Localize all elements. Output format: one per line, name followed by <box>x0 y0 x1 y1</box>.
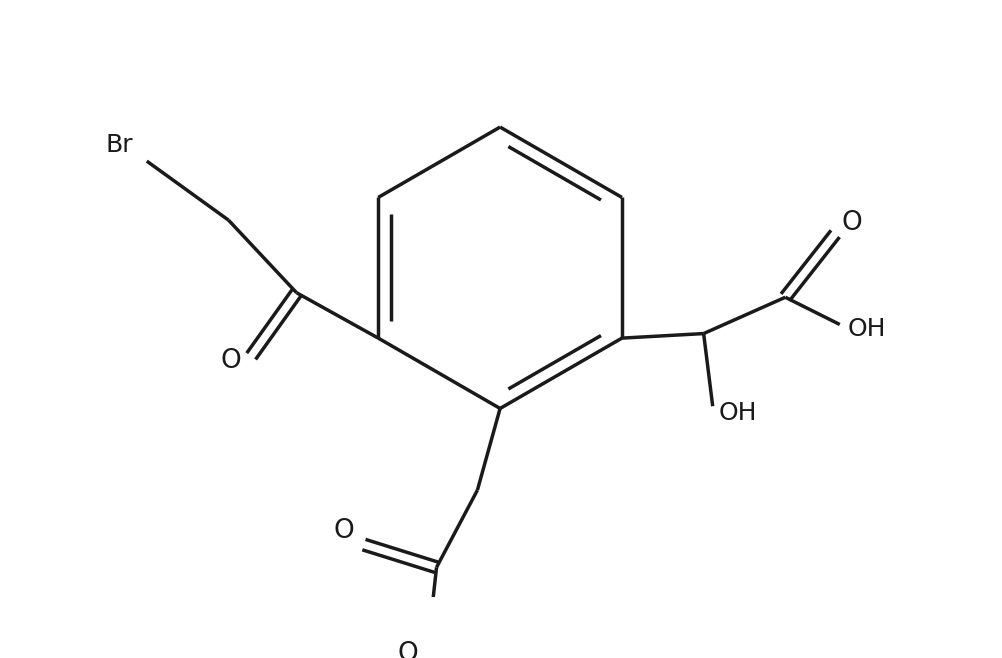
Text: OH: OH <box>848 317 886 341</box>
Text: O: O <box>334 518 355 544</box>
Text: Br: Br <box>106 133 133 157</box>
Text: O: O <box>220 348 241 374</box>
Text: O: O <box>397 640 418 658</box>
Text: OH: OH <box>718 401 758 426</box>
Text: O: O <box>842 210 862 236</box>
